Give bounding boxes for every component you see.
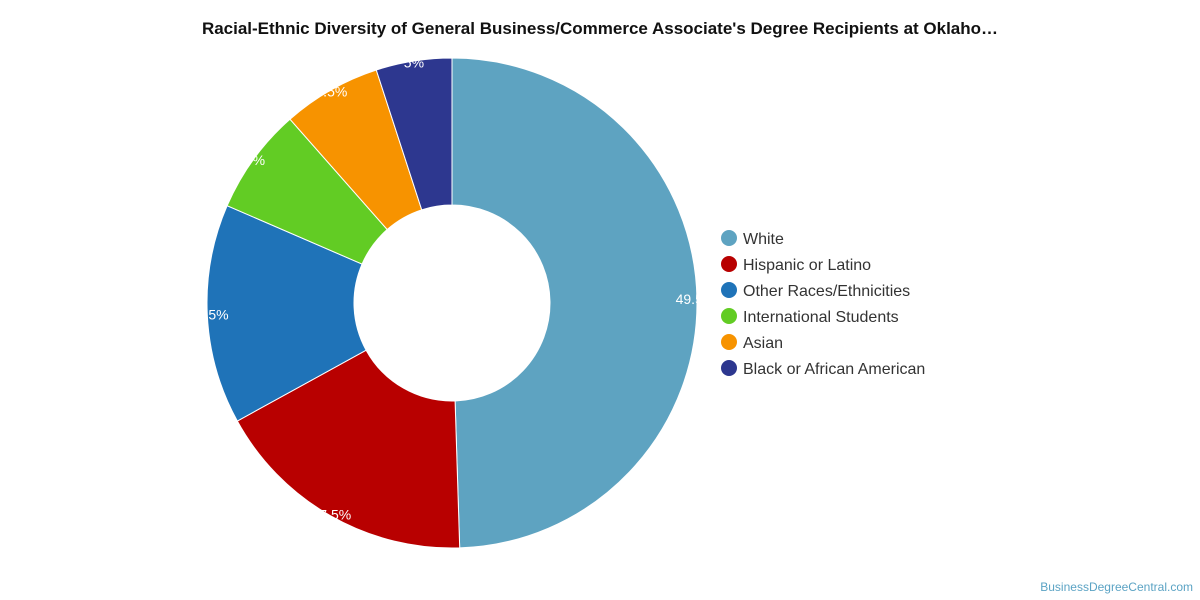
legend: White Hispanic or Latino Other Races/Ethni…	[721, 230, 925, 378]
legend-label-black-or-african-american: Black or African American	[743, 361, 925, 378]
slice-white	[451, 57, 698, 549]
watermark: BusinessDegreeCentral.com	[1040, 580, 1193, 594]
slice-label-white: 49.5%	[676, 291, 716, 307]
legend-label-hispanic-or-latino: Hispanic or Latino	[743, 257, 871, 274]
slice-label-hispanic-or-latino: 17.5%	[312, 507, 352, 523]
slice-hispanic-or-latino	[236, 349, 461, 549]
legend-marker-asian	[721, 334, 737, 350]
legend-label-white: White	[743, 231, 784, 248]
slice-label-black-or-african-american: 5%	[404, 54, 424, 70]
chart-title: Racial-Ethnic Diversity of General Busin…	[202, 19, 998, 38]
legend-marker-international-students	[721, 308, 737, 324]
slice-labels: 49.5% 17.5% 14.5% 7% 6.5% 5%	[189, 54, 715, 522]
slice-black-or-african-american	[375, 57, 453, 211]
legend-label-international-students: International Students	[743, 309, 899, 326]
slice-label-other-races-ethnicities: 14.5%	[189, 306, 229, 322]
slice-label-asian: 6.5%	[315, 83, 347, 99]
slice-label-international-students: 7%	[245, 152, 265, 168]
donut-slices	[206, 57, 698, 549]
legend-marker-black-or-african-american	[721, 360, 737, 376]
legend-label-asian: Asian	[743, 335, 783, 352]
slice-other-races-ethnicities	[206, 205, 367, 422]
legend-label-other-races-ethnicities: Other Races/Ethnicities	[743, 283, 910, 300]
legend-marker-hispanic-or-latino	[721, 256, 737, 272]
legend-marker-white	[721, 230, 737, 246]
legend-marker-other-races-ethnicities	[721, 282, 737, 298]
